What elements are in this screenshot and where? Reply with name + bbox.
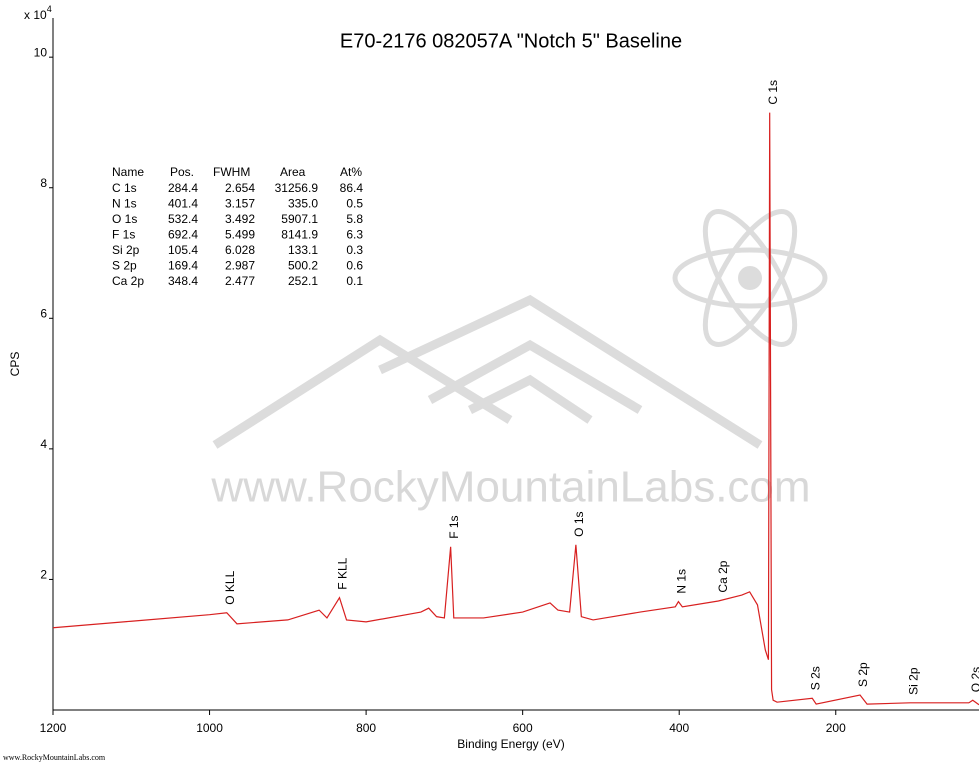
peak-label: Si 2p [906,667,920,695]
x-tick-label: 1200 [40,721,67,735]
table-cell: 169.4 [168,259,198,273]
x-tick-label: 600 [513,721,533,735]
peak-label: F 1s [447,515,461,538]
table-cell: 401.4 [168,197,198,211]
table-header: Area [280,165,306,179]
peak-label: C 1s [766,80,780,105]
table-cell: 6.028 [225,243,255,257]
x-tick-label: 400 [669,721,689,735]
logo [212,209,828,449]
footer: www.RockyMountainLabs.com [3,753,106,762]
table-cell: N 1s [112,197,137,211]
table-cell: 2.477 [225,274,255,288]
table-cell: 2.654 [225,181,255,195]
x-tick-label: 800 [356,721,376,735]
table-cell: 0.5 [346,197,363,211]
table-cell: 5907.1 [281,212,318,226]
chart-title: E70-2176 082057A "Notch 5" Baseline [340,30,682,52]
table-cell: 335.0 [288,197,318,211]
peak-label: N 1s [675,569,689,594]
y-tick-label: 10 [34,45,48,59]
table-cell: Si 2p [112,243,140,257]
y-multiplier-exponent: 4 [47,4,52,14]
y-multiplier: x 104 [24,4,52,22]
table-cell: 6.3 [346,228,363,242]
logo-nucleus [738,266,762,290]
table-cell: 5.8 [346,212,363,226]
logo-orbit [672,247,828,309]
y-axis-label: CPS [8,352,22,377]
table-cell: Ca 2p [112,274,144,288]
table-cell: 3.157 [225,197,255,211]
table-cell: 31256.9 [275,181,319,195]
table-cell: 2.987 [225,259,255,273]
table-cell: 133.1 [288,243,318,257]
y-multiplier-base: x 10 [24,8,47,22]
peak-label: F KLL [336,557,350,589]
y-tick-label: 2 [40,568,47,582]
table-cell: 8141.9 [281,228,318,242]
peak-label: O 1s [572,511,586,536]
table-header: Name [112,165,144,179]
watermark: www.RockyMountainLabs.com [210,463,810,512]
table-cell: 105.4 [168,243,198,257]
table-cell: C 1s [112,181,137,195]
y-tick-label: 4 [40,437,47,451]
spectrum-line [52,112,979,706]
peak-label: Ca 2p [716,560,730,592]
x-tick-label: 1000 [196,721,223,735]
y-tick-label: 8 [40,176,47,190]
table-cell: 500.2 [288,259,318,273]
x-tick-label: 200 [826,721,846,735]
table-cell: F 1s [112,228,135,242]
peak-label: S 2p [856,662,870,687]
table-header: At% [340,165,362,179]
logo-mountain [212,334,513,449]
table-cell: 532.4 [168,212,198,226]
peak-label: S 2s [808,666,822,690]
table-cell: 284.4 [168,181,198,195]
table-cell: 692.4 [168,228,198,242]
logo-orbit [702,209,798,347]
table-cell: 3.492 [225,212,255,226]
table-cell: 5.499 [225,228,255,242]
logo-orbit [702,209,798,347]
peak-label: O KLL [223,570,237,604]
table-cell: 252.1 [288,274,318,288]
logo-mountain [427,339,643,414]
logo-mountain [378,294,763,449]
table-cell: 0.6 [346,259,363,273]
table-cell: 0.3 [346,243,363,257]
table-cell: S 2p [112,259,137,273]
peak-label: O 2s [969,667,979,692]
table-header: Pos. [170,165,194,179]
logo-mountain [467,374,593,424]
table-header: FWHM [213,165,250,179]
table-cell: 348.4 [168,274,198,288]
table-cell: 86.4 [340,181,364,195]
x-axis-label: Binding Energy (eV) [457,737,564,751]
table-cell: 0.1 [346,274,363,288]
table-cell: O 1s [112,212,137,226]
y-tick-label: 6 [40,306,47,320]
